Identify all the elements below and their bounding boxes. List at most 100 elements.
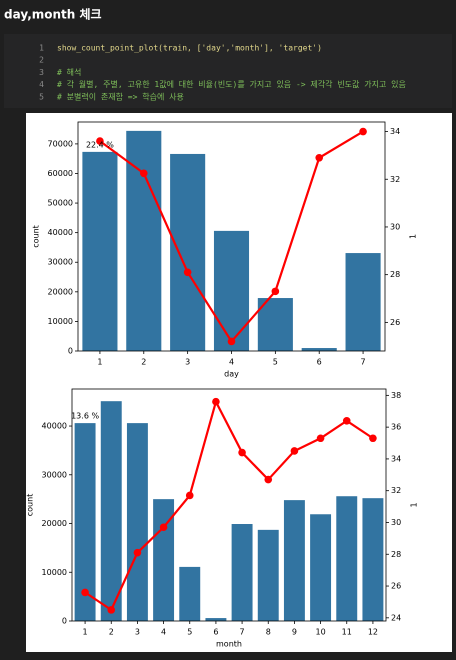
line-marker (133, 548, 142, 557)
line-number: 1 (39, 44, 44, 53)
x-tick-label: 7 (361, 358, 366, 367)
y2-tick-label: 36 (391, 423, 401, 432)
line-marker (227, 337, 236, 346)
x-tick-label: 1 (97, 358, 102, 367)
x-tick-label: 4 (161, 628, 166, 637)
line-marker (139, 169, 148, 178)
line-number: 3 (39, 68, 44, 77)
y-tick-label: 20000 (48, 287, 73, 296)
annotation: 22.4 % (86, 140, 114, 149)
y2-tick-label: 26 (390, 318, 400, 327)
y2-tick-label: 32 (391, 486, 401, 495)
y-axis-label: count (26, 494, 35, 517)
line-marker (315, 153, 324, 162)
y2-tick-label: 26 (391, 582, 401, 591)
bar (126, 423, 148, 621)
bar (153, 499, 175, 621)
y2-tick-label: 28 (391, 550, 401, 559)
y2-tick-label: 32 (390, 175, 400, 184)
bar (345, 253, 381, 351)
line-marker (271, 287, 280, 296)
y2-axis-label: 1 (410, 502, 419, 507)
line-number: 2 (39, 56, 44, 65)
bar (310, 514, 332, 621)
x-tick-label: 5 (187, 628, 192, 637)
charts: 0100002000030000400005000060000700002628… (26, 121, 419, 649)
code-cell (4, 34, 452, 108)
line (84, 398, 374, 612)
y2-tick-label: 28 (390, 270, 400, 279)
y-tick-label: 30000 (42, 470, 67, 479)
y-tick-label: 50000 (48, 199, 73, 208)
line-marker (264, 475, 273, 484)
x-tick-label: 4 (229, 358, 234, 367)
x-tick-label: 3 (135, 628, 140, 637)
y-tick-label: 40000 (42, 422, 67, 431)
x-tick-label: 11 (342, 628, 352, 637)
line-number: 4 (39, 80, 44, 89)
y-tick-label: 70000 (48, 139, 73, 148)
x-tick-label: 6 (317, 358, 322, 367)
y-tick-label: 10000 (48, 317, 73, 326)
bar (283, 500, 305, 621)
line-marker (107, 606, 116, 614)
x-tick-label: 9 (292, 628, 297, 637)
plot-frame (77, 121, 386, 352)
line-marker (96, 137, 104, 145)
x-tick-label: 6 (213, 628, 218, 637)
code-line: show_count_point_plot(train, ['day','mon… (57, 44, 322, 53)
line-marker (238, 448, 246, 457)
y2-tick-label: 34 (391, 454, 401, 463)
x-tick-label: 5 (273, 358, 278, 367)
y-axis-label: count (32, 225, 41, 248)
y2-tick-label: 38 (391, 391, 401, 400)
y-tick-label: 0 (62, 617, 67, 626)
x-tick-label: 2 (109, 628, 114, 637)
y-tick-label: 10000 (42, 568, 67, 577)
y2-tick-label: 30 (390, 222, 400, 231)
y-tick-label: 0 (68, 347, 73, 356)
code-line: # 분별력이 존재함 => 학습에 사용 (57, 91, 184, 101)
line-marker (212, 397, 220, 406)
y2-axis-label: 1 (409, 234, 418, 239)
bar (231, 524, 253, 621)
bar (179, 566, 201, 621)
x-axis-label: month (216, 640, 242, 649)
bar (126, 130, 162, 351)
x-axis-label: day (224, 370, 239, 379)
x-tick-label: 2 (141, 358, 146, 367)
line-marker (81, 588, 89, 597)
line-marker (369, 434, 377, 443)
x-tick-label: 12 (368, 628, 378, 637)
line-marker (185, 491, 194, 500)
y2-tick-label: 34 (390, 127, 400, 136)
bar (100, 401, 122, 621)
line-marker (359, 127, 367, 136)
code-lines: 1 show_count_point_plot(train, ['day','mo… (39, 44, 406, 102)
x-tick-label: 1 (83, 628, 88, 637)
y-tick-label: 30000 (48, 258, 73, 267)
line-marker (159, 523, 168, 532)
y2-tick-label: 24 (391, 613, 401, 622)
bar (213, 230, 250, 351)
line-marker (290, 447, 299, 455)
x-tick-label: 10 (315, 628, 325, 637)
x-tick-label: 3 (185, 358, 190, 367)
bar (301, 348, 337, 351)
cell-title: day,month 체크 (4, 7, 102, 22)
bar (362, 498, 384, 621)
line-marker (316, 434, 325, 443)
x-tick-label: 7 (240, 628, 245, 637)
bar (170, 153, 206, 351)
line-number: 5 (39, 92, 44, 101)
line-marker (342, 416, 351, 425)
x-tick-label: 8 (266, 628, 271, 637)
y-tick-label: 60000 (48, 169, 73, 178)
bar (257, 529, 279, 621)
bar (336, 496, 358, 621)
annotation: 13.6 % (71, 412, 99, 421)
bar (74, 423, 96, 621)
bar (205, 618, 227, 621)
bar (257, 298, 293, 351)
